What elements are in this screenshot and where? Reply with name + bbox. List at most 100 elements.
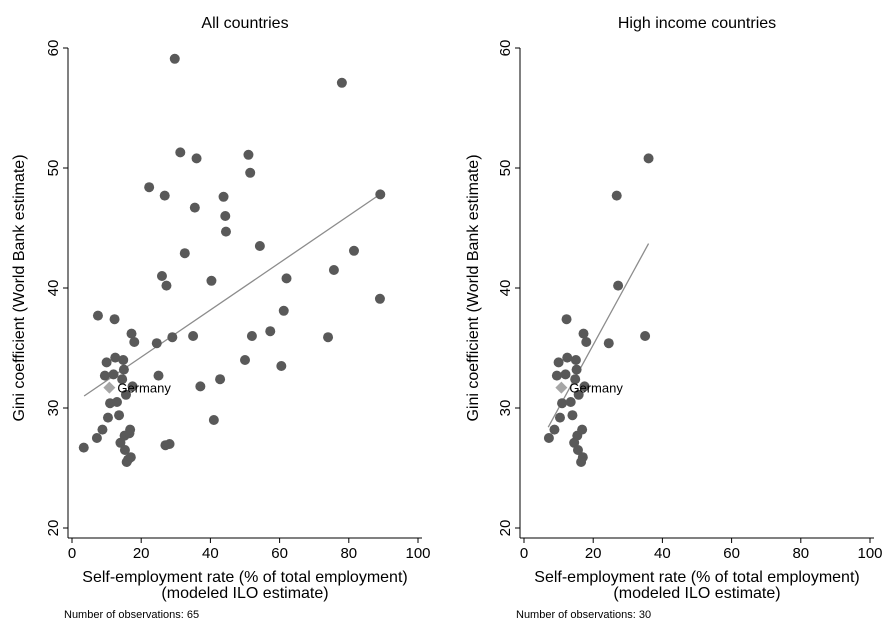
data-point (323, 332, 334, 343)
data-point (102, 412, 113, 423)
y-tick-label: 60 (497, 40, 514, 57)
x-tick-label: 20 (133, 545, 150, 562)
x-ticks: 0 20 40 60 80 100 (68, 538, 431, 562)
data-point (560, 369, 571, 380)
data-point (91, 433, 102, 443)
data-point (579, 381, 590, 392)
data-point (191, 153, 202, 164)
data-point (144, 182, 155, 193)
data-point (151, 338, 162, 349)
data-point (220, 211, 231, 221)
data-point (573, 389, 584, 400)
data-point (581, 337, 592, 347)
data-point (78, 442, 89, 453)
data-point (328, 265, 339, 275)
panel-high-income-countries: High income countries 0 20 40 60 80 100 20 30 4… (465, 15, 883, 621)
data-point (92, 310, 103, 321)
y-axis-label: Gini coefficient (World Bank estimate) (11, 154, 28, 421)
data-point (611, 190, 622, 201)
y-tick-label: 30 (497, 400, 514, 417)
data-point (375, 189, 386, 200)
data-point (246, 331, 257, 341)
y-axis-label: Gini coefficient (World Bank estimate) (465, 154, 482, 421)
y-tick-label: 40 (45, 280, 62, 297)
fit-line (83, 193, 381, 397)
data-point (167, 332, 178, 343)
data-point (108, 369, 119, 380)
data-point (245, 167, 256, 178)
x-tick-label: 40 (202, 545, 219, 562)
data-point (156, 271, 167, 281)
highlight-label: Germany (117, 381, 171, 396)
data-point (281, 273, 292, 284)
x-tick-label: 0 (68, 545, 76, 562)
x-axis-label-line1: Self-employment rate (% of total employm… (534, 569, 859, 586)
data-point (640, 331, 651, 341)
data-point (218, 191, 229, 202)
x-ticks: 0 20 40 60 80 100 (520, 538, 883, 562)
data-point (348, 245, 359, 256)
data-point (125, 424, 136, 435)
data-point (240, 355, 250, 365)
y-tick-label: 60 (45, 40, 62, 57)
y-tick-label: 20 (497, 520, 514, 537)
data-point (336, 77, 347, 88)
data-point (119, 445, 130, 455)
data-point (562, 352, 573, 363)
x-axis-label-line1: Self-employment rate (% of total employm… (82, 569, 407, 586)
data-point (551, 370, 562, 381)
data-point (114, 410, 125, 421)
data-point (572, 445, 583, 455)
highlight-label: Germany (569, 381, 623, 396)
highlight-marker (555, 381, 568, 394)
data-point (215, 374, 226, 385)
data-point (643, 153, 654, 164)
y-tick-label: 30 (45, 400, 62, 417)
x-tick-label: 20 (585, 545, 602, 562)
observations-note: Number of observations: 65 (64, 609, 199, 621)
chart-title: High income countries (618, 15, 776, 32)
data-point (117, 374, 128, 385)
data-point (126, 328, 137, 339)
data-points (78, 53, 386, 467)
x-tick-label: 100 (405, 545, 430, 562)
x-tick-label: 80 (792, 545, 809, 562)
data-point (164, 439, 175, 449)
data-point (120, 389, 131, 400)
panel-all-countries: All countries 0 20 40 60 80 100 20 30 40 50 60 Se… (11, 15, 431, 621)
data-point (603, 338, 614, 349)
highlight-marker (103, 381, 116, 394)
data-point (111, 397, 122, 407)
x-tick-label: 60 (723, 545, 740, 562)
data-point (99, 370, 110, 381)
data-point (561, 314, 572, 325)
data-point (571, 364, 582, 375)
data-point (101, 357, 112, 368)
x-tick-label: 100 (857, 545, 882, 562)
x-tick-label: 0 (520, 545, 528, 562)
data-point (97, 424, 108, 435)
data-point (374, 293, 385, 304)
data-point (127, 381, 138, 392)
y-ticks: 20 30 40 50 60 (497, 40, 520, 537)
data-point (189, 202, 200, 213)
data-point (549, 424, 560, 435)
y-tick-label: 20 (45, 520, 62, 537)
data-point (577, 452, 588, 463)
data-point (278, 305, 289, 316)
data-point (543, 433, 554, 443)
chart-title: All countries (201, 15, 288, 32)
y-tick-label: 40 (497, 280, 514, 297)
data-point (169, 53, 180, 64)
data-point (254, 241, 265, 251)
data-point (565, 397, 576, 407)
x-axis-label-line2: (modeled ILO estimate) (161, 585, 328, 602)
data-point (179, 248, 190, 259)
data-point (129, 337, 140, 347)
y-tick-label: 50 (45, 160, 62, 177)
data-point (567, 410, 578, 421)
data-point (220, 226, 231, 237)
data-point (577, 424, 588, 435)
data-point (161, 280, 172, 291)
